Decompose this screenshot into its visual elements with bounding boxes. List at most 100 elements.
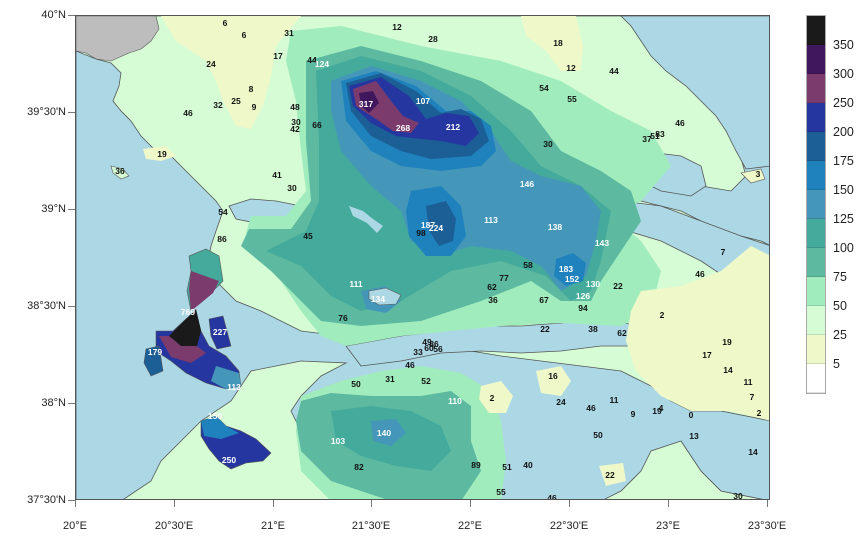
sea-aegean — [620, 16, 769, 170]
precipitation-map: 6 6 31 12 28 18 24 17 44 124 12 44 8 54 25 32 9 46 48 317 10… — [75, 15, 770, 500]
band-5-25-cell — [479, 381, 513, 413]
lat-tick-mark — [68, 403, 75, 404]
station-value: 50 — [351, 378, 361, 389]
station-value: 54 — [539, 82, 549, 93]
station-value: 48 — [290, 101, 300, 112]
station-value: 46 — [183, 107, 193, 118]
station-value: 11 — [743, 376, 753, 387]
lon-tick-label: 23°30'E — [747, 520, 787, 532]
station-value: 6 — [241, 29, 247, 40]
station-value: 2 — [756, 407, 762, 418]
station-value: 103 — [330, 435, 346, 446]
island-kefalonia-se — [211, 366, 241, 389]
station-value: 94 — [578, 302, 588, 313]
station-value: 317 — [358, 98, 374, 109]
station-value: 44 — [307, 54, 317, 65]
station-value: 19 — [157, 148, 167, 159]
island-kefalonia-north — [169, 309, 201, 346]
island-euboea-tip — [740, 168, 766, 184]
station-value: 46 — [675, 117, 685, 128]
station-value: 25 — [231, 95, 241, 106]
lon-tick-mark — [569, 500, 570, 507]
station-value: 22 — [540, 323, 550, 334]
station-value: 4 — [658, 402, 664, 413]
station-value: 19 — [652, 405, 662, 416]
station-value: 46 — [695, 268, 705, 279]
station-value: 36 — [488, 294, 498, 305]
station-value: 40 — [523, 459, 533, 470]
lon-tick-mark — [767, 500, 768, 507]
station-value: 30 — [543, 138, 553, 149]
lat-tick-mark — [68, 112, 75, 113]
colorbar-level-label: 25 — [833, 328, 847, 342]
station-value: 24 — [556, 396, 566, 407]
station-value: 134 — [370, 293, 386, 304]
station-value: 98 — [416, 227, 426, 238]
colorbar-segment — [807, 16, 825, 45]
station-value: 224 — [428, 222, 444, 233]
station-value: 30 — [733, 490, 743, 500]
station-value: 50 — [593, 429, 603, 440]
station-value: 49 — [422, 336, 432, 347]
station-value: 7 — [720, 246, 726, 257]
station-value: 19 — [722, 336, 732, 347]
station-value: 46 — [547, 492, 557, 500]
station-value: 0 — [688, 409, 694, 420]
station-value: 89 — [471, 459, 481, 470]
lat-tick-label: 37°30'N — [27, 494, 66, 506]
station-value: 86 — [429, 338, 439, 349]
colorbar-segment — [807, 364, 825, 393]
colorbar-segment — [807, 248, 825, 277]
station-value: 18 — [553, 37, 563, 48]
island-zakynthos-north — [201, 416, 239, 439]
lake-trichonida — [368, 287, 402, 306]
colorbar-segment — [807, 132, 825, 161]
island-ithaca — [208, 315, 232, 350]
station-value: 179 — [147, 346, 163, 357]
lake-kremasta — [349, 206, 383, 233]
station-value: 86 — [217, 233, 227, 244]
lat-tick-mark — [68, 15, 75, 16]
colorbar-segment — [807, 335, 825, 364]
lon-tick-label: 22°E — [458, 520, 482, 532]
colorbar-level-label: 100 — [833, 241, 854, 255]
station-value: 55 — [496, 486, 506, 497]
station-value: 6 — [222, 17, 228, 28]
colorbar-level-label: 250 — [833, 96, 854, 110]
lon-tick-mark — [273, 500, 274, 507]
station-value: 130 — [585, 278, 601, 289]
band-5-25-ne — [521, 16, 583, 71]
band-300-350 — [359, 91, 379, 113]
colorbar-level-label: 150 — [833, 183, 854, 197]
station-value: 2 — [659, 309, 665, 320]
station-value: 31 — [385, 373, 395, 384]
region-outside-domain — [76, 16, 160, 62]
station-value: 212 — [445, 121, 461, 132]
colorbar-level-label: 175 — [833, 154, 854, 168]
station-value: 46 — [405, 359, 415, 370]
colorbar-segment — [807, 74, 825, 103]
station-value: 33 — [413, 346, 423, 357]
lat-tick-label: 39°30'N — [27, 106, 66, 118]
station-value: 268 — [395, 122, 411, 133]
colorbar-level-label: 200 — [833, 125, 854, 139]
station-value: 2 — [489, 392, 495, 403]
station-value: 77 — [499, 272, 509, 283]
station-value: 11 — [609, 394, 619, 405]
station-value: 51 — [502, 461, 512, 472]
station-value: 17 — [702, 349, 712, 360]
station-value: 60 — [424, 342, 434, 353]
station-value: 126 — [575, 290, 591, 301]
colorbar-segment — [807, 306, 825, 335]
lat-tick-label: 38°30'N — [27, 300, 66, 312]
band-5-25-east — [626, 246, 769, 421]
station-value: 42 — [290, 123, 300, 134]
lon-tick-label: 21°E — [261, 520, 285, 532]
station-value: 22 — [605, 469, 615, 480]
colorbar-level-label: 5 — [833, 357, 840, 371]
colorbar-segment — [807, 103, 825, 132]
station-value: 113 — [227, 381, 241, 392]
station-value: 52 — [421, 375, 431, 386]
station-value: 16 — [548, 370, 558, 381]
colorbar-segment — [807, 219, 825, 248]
